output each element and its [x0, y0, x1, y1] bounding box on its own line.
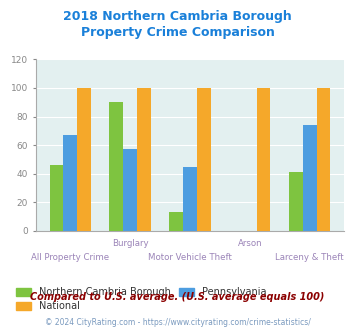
- Text: Motor Vehicle Theft: Motor Vehicle Theft: [148, 253, 232, 262]
- Bar: [123, 149, 137, 231]
- Text: Arson: Arson: [237, 239, 262, 248]
- Text: All Property Crime: All Property Crime: [31, 253, 109, 262]
- Bar: [197, 88, 211, 231]
- Text: Larceny & Theft: Larceny & Theft: [275, 253, 344, 262]
- Bar: [77, 88, 91, 231]
- Bar: [289, 172, 303, 231]
- Bar: [303, 125, 317, 231]
- Bar: [183, 167, 197, 231]
- Text: 2018 Northern Cambria Borough
Property Crime Comparison: 2018 Northern Cambria Borough Property C…: [63, 10, 292, 39]
- Text: Compared to U.S. average. (U.S. average equals 100): Compared to U.S. average. (U.S. average …: [30, 292, 325, 302]
- Bar: [63, 135, 77, 231]
- Text: Burglary: Burglary: [112, 239, 148, 248]
- Bar: [317, 88, 330, 231]
- Text: © 2024 CityRating.com - https://www.cityrating.com/crime-statistics/: © 2024 CityRating.com - https://www.city…: [45, 318, 310, 327]
- Legend: Northern Cambria Borough, National, Pennsylvania: Northern Cambria Borough, National, Penn…: [16, 287, 267, 311]
- Bar: [50, 165, 63, 231]
- Bar: [109, 102, 123, 231]
- Bar: [257, 88, 271, 231]
- Bar: [137, 88, 151, 231]
- Bar: [169, 213, 183, 231]
